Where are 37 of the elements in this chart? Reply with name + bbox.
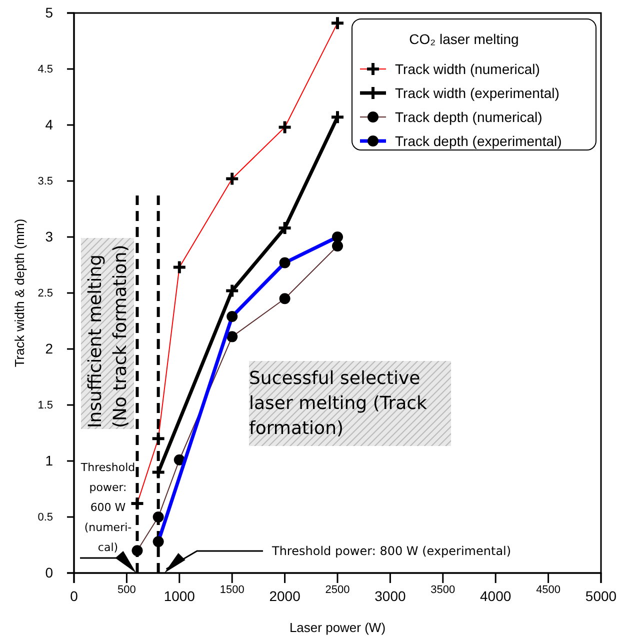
x-tick-label: 2000: [269, 588, 301, 604]
point: [330, 110, 345, 125]
y-tick-label: 0: [45, 564, 54, 580]
annotation: Sucessful selective laser melting (Track formation): [249, 368, 428, 439]
x-tick-label: 4000: [480, 588, 512, 604]
x-tick-label: 5000: [585, 588, 617, 604]
x-tick-label: 1500: [220, 584, 244, 596]
x-tick-label: 3500: [430, 584, 456, 596]
x-tick-label: 4500: [536, 584, 561, 596]
y-axis-title: Track width & depth (mm): [12, 218, 27, 368]
point: [277, 220, 292, 236]
y-tick-label: 1.5: [38, 400, 53, 412]
y-tick-label: 3: [45, 228, 54, 244]
legend-label: Track depth (numerical): [395, 109, 542, 125]
y-tick-label: 2: [45, 340, 54, 356]
y-tick-label: 2.5: [38, 288, 53, 300]
x-tick-label: 3000: [374, 588, 406, 604]
point: [150, 464, 166, 480]
x-axis-title: Laser power (W): [289, 620, 386, 635]
annotation: Threshold power: 800 W (experimental): [271, 544, 512, 558]
legend-label: Track width (experimental): [395, 85, 560, 101]
y-tick-label: 0.5: [38, 512, 53, 524]
x-tick-label: 2500: [325, 584, 350, 596]
x-tick-label: 1000: [164, 588, 196, 604]
y-tick-label: 4: [45, 116, 54, 132]
legend-label: Track width (numerical): [395, 61, 540, 77]
x-tick-label: 500: [118, 584, 136, 596]
y-tick-label: 5: [45, 4, 54, 20]
point: [224, 283, 240, 298]
annotation: Insufficient melting (No track formation): [85, 244, 131, 428]
y-tick-label: 1: [45, 452, 54, 468]
y-tick-label: 3.5: [38, 176, 53, 188]
annotation: Threshold power: 600 W (numeri- cal): [80, 461, 136, 554]
legend-label: Track depth (experimental): [395, 133, 562, 149]
legend-title: CO₂ laser melting: [409, 31, 519, 47]
y-tick-label: 4.5: [38, 64, 53, 76]
x-tick-label: 0: [70, 588, 78, 604]
